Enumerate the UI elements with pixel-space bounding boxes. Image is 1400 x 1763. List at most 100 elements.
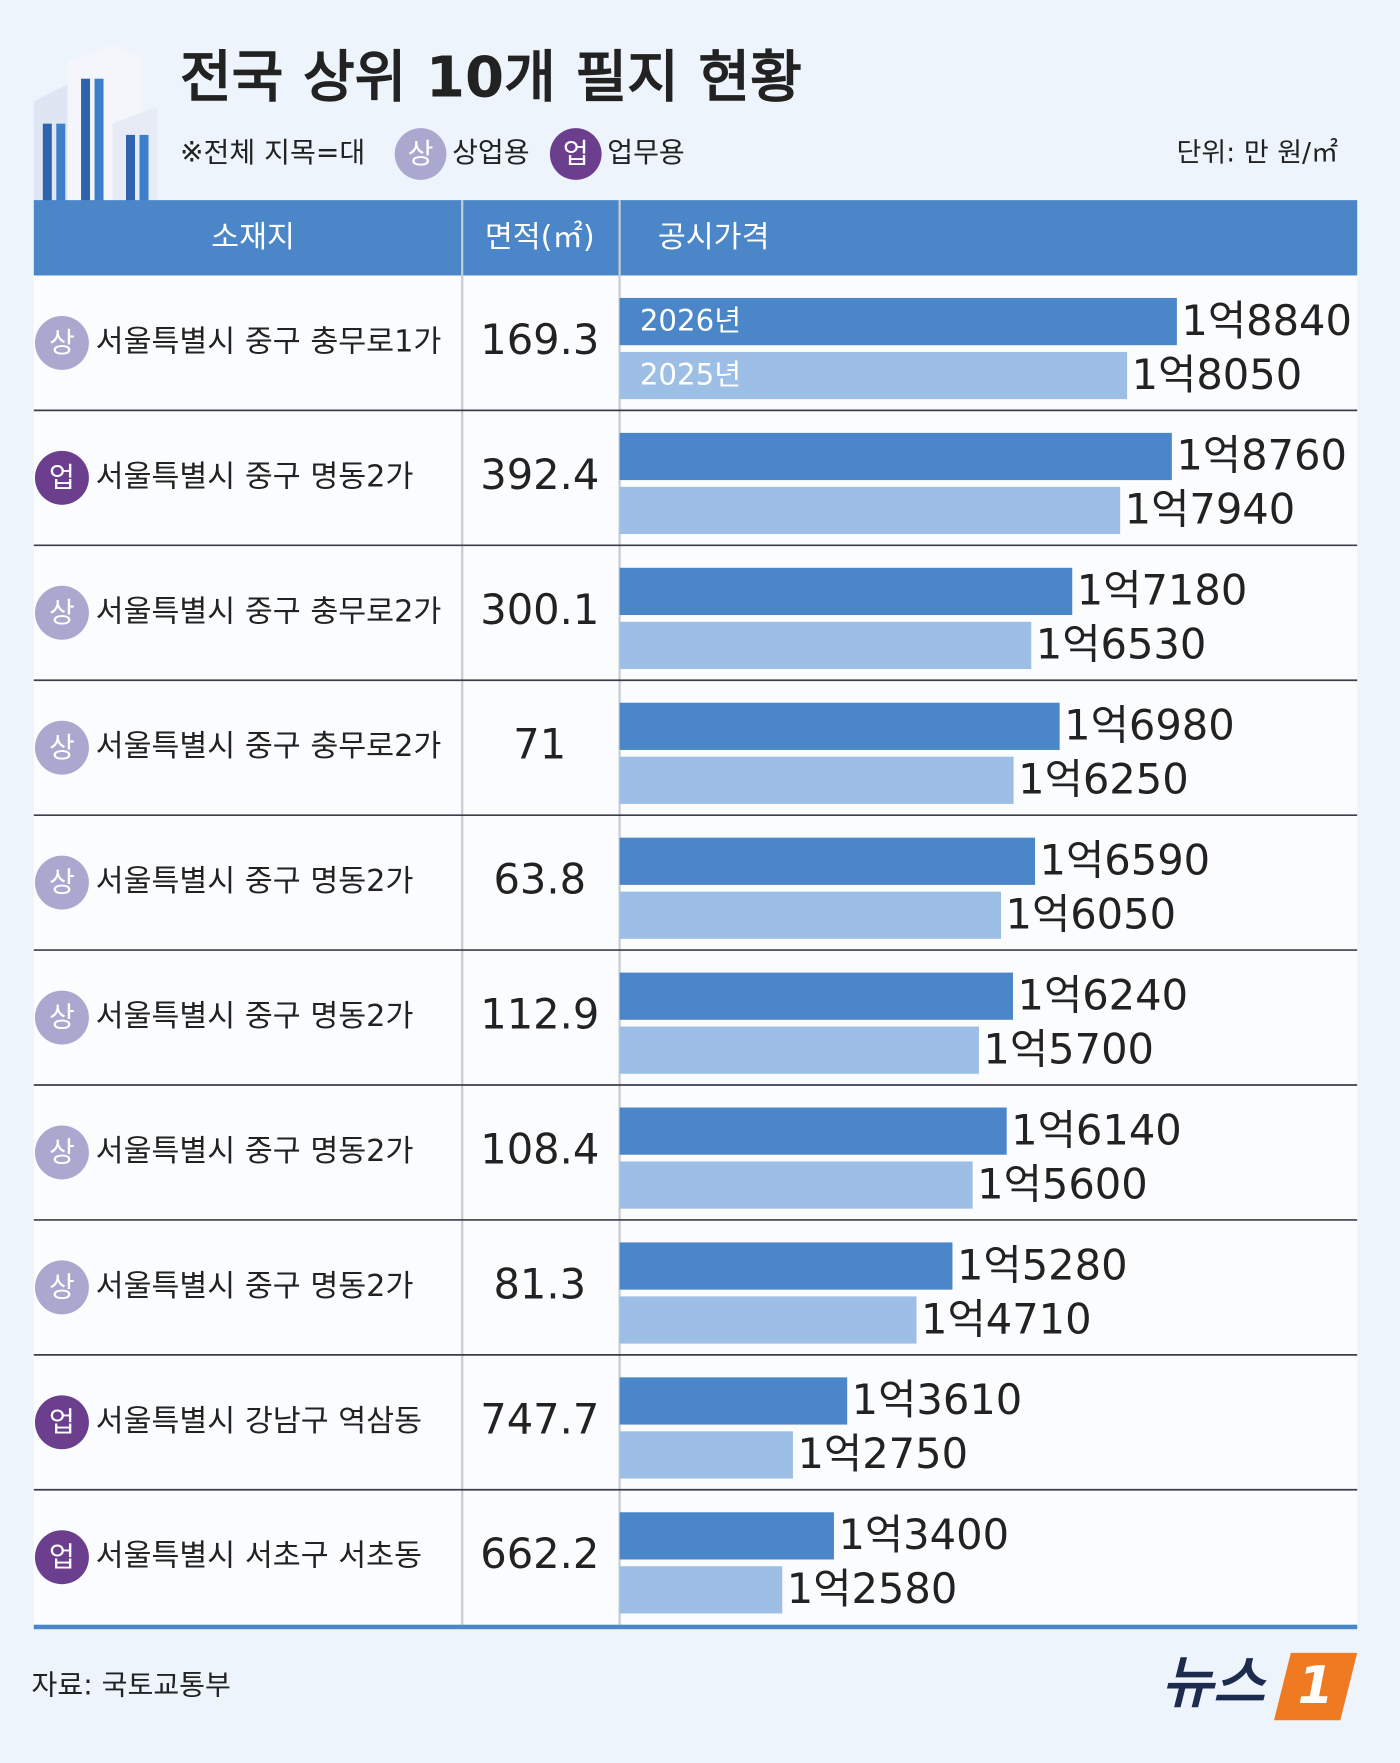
row-badge-text: 상 xyxy=(49,731,75,764)
logo-number: 1 xyxy=(1298,1656,1334,1716)
column-header: 공시가격 xyxy=(658,220,770,255)
location: 서울특별시 강남구 역삼동 xyxy=(96,1404,422,1439)
value-label: 1억6050 xyxy=(1006,889,1177,938)
bar xyxy=(619,1161,973,1209)
row-badge-text: 상 xyxy=(49,1271,75,1304)
row-badge-text: 업 xyxy=(49,461,75,494)
column-header: 면적(㎡) xyxy=(485,220,595,255)
location: 서울특별시 중구 명동2가 xyxy=(96,999,414,1034)
row-badge xyxy=(34,855,89,910)
area: 392.4 xyxy=(480,450,599,499)
bar xyxy=(619,1107,1007,1155)
bar xyxy=(619,486,1121,535)
bar xyxy=(619,297,1177,346)
area: 747.7 xyxy=(480,1394,599,1443)
area: 112.9 xyxy=(480,990,599,1039)
area: 662.2 xyxy=(480,1529,599,1578)
location: 서울특별시 중구 충무로2가 xyxy=(96,729,442,764)
column-header: 소재지 xyxy=(211,220,295,255)
row-badge xyxy=(34,1530,89,1585)
bar xyxy=(619,1026,979,1074)
area: 63.8 xyxy=(493,855,586,904)
row-badge xyxy=(34,585,89,640)
row-badge-text: 업 xyxy=(49,1405,75,1438)
logo: 뉴스 1 xyxy=(1162,1651,1358,1721)
legend-badge-text: 업 xyxy=(563,137,589,170)
value-label: 1억6240 xyxy=(1017,970,1188,1019)
bar xyxy=(619,1296,917,1344)
value-label: 1억2750 xyxy=(797,1429,968,1478)
area: 108.4 xyxy=(480,1124,599,1173)
row-badge xyxy=(34,1260,89,1315)
location: 서울특별시 중구 명동2가 xyxy=(96,864,414,899)
row-badge xyxy=(34,1395,89,1450)
value-label: 1억4710 xyxy=(921,1294,1092,1343)
area: 71 xyxy=(513,720,566,769)
note: ※전체 지목=대 xyxy=(180,136,365,169)
area: 300.1 xyxy=(480,585,599,634)
row-badge-text: 상 xyxy=(49,1001,75,1034)
source: 자료: 국토교통부 xyxy=(32,1669,231,1702)
row-badge xyxy=(34,450,89,505)
bar xyxy=(619,1377,848,1425)
value-label: 1억3400 xyxy=(838,1510,1009,1559)
value-label: 1억6980 xyxy=(1064,701,1235,750)
value-label: 1억8050 xyxy=(1132,350,1303,399)
row-badge-text: 상 xyxy=(49,1136,75,1169)
logo-badge xyxy=(1273,1652,1358,1721)
location: 서울특별시 중구 명동2가 xyxy=(96,459,414,494)
value-label: 1억6140 xyxy=(1011,1105,1182,1154)
bar xyxy=(619,1566,783,1614)
value-label: 1억7180 xyxy=(1077,566,1248,615)
header-bar xyxy=(33,200,1358,276)
bar xyxy=(619,621,1032,669)
location: 서울특별시 서초구 서초동 xyxy=(96,1539,422,1574)
row-badge-text: 업 xyxy=(49,1540,75,1573)
legend-badge xyxy=(394,128,447,180)
bar xyxy=(619,1512,834,1560)
value-label: 1억7940 xyxy=(1125,485,1296,534)
value-label: 1억6530 xyxy=(1036,620,1207,669)
bar xyxy=(619,837,1036,885)
bar xyxy=(619,432,1172,481)
bottom-rule xyxy=(33,1624,1358,1630)
legend-label: 상업용 xyxy=(452,136,530,169)
bar xyxy=(619,567,1073,616)
bar xyxy=(619,351,1128,400)
bar xyxy=(619,756,1014,804)
bar xyxy=(619,702,1060,750)
series-label: 2025년 xyxy=(640,358,741,392)
unit: 단위: 만 원/㎡ xyxy=(1177,138,1339,169)
location: 서울특별시 중구 충무로2가 xyxy=(96,594,442,629)
bar xyxy=(619,891,1002,939)
value-label: 1억5280 xyxy=(957,1240,1128,1289)
bar xyxy=(619,972,1013,1020)
value-label: 1억3610 xyxy=(852,1375,1023,1424)
legend-badge xyxy=(549,128,602,180)
bar xyxy=(619,1431,793,1479)
row-badge xyxy=(34,315,89,370)
logo-text: 뉴스 xyxy=(1162,1651,1268,1716)
location: 서울특별시 중구 충무로1가 xyxy=(96,324,442,359)
row-badge-text: 상 xyxy=(49,596,75,629)
row-badge xyxy=(34,1125,89,1180)
value-label: 1억8840 xyxy=(1181,296,1352,345)
row-badge-text: 상 xyxy=(49,866,75,899)
value-label: 1억8760 xyxy=(1176,431,1347,480)
legend-badge-text: 상 xyxy=(408,137,434,170)
value-label: 1억2580 xyxy=(787,1564,958,1613)
value-label: 1억5700 xyxy=(983,1024,1154,1073)
title: 전국 상위 10개 필지 현황 xyxy=(180,46,802,111)
row-badge-text: 상 xyxy=(49,326,75,359)
row-badge xyxy=(34,990,89,1045)
value-label: 1억6250 xyxy=(1018,755,1189,804)
area: 169.3 xyxy=(480,315,599,364)
location: 서울특별시 중구 명동2가 xyxy=(96,1269,414,1304)
location: 서울특별시 중구 명동2가 xyxy=(96,1134,414,1169)
series-label: 2026년 xyxy=(640,304,741,338)
row-badge xyxy=(34,720,89,775)
area: 81.3 xyxy=(493,1259,586,1308)
legend-label: 업무용 xyxy=(607,136,685,169)
value-label: 1억5600 xyxy=(977,1159,1148,1208)
